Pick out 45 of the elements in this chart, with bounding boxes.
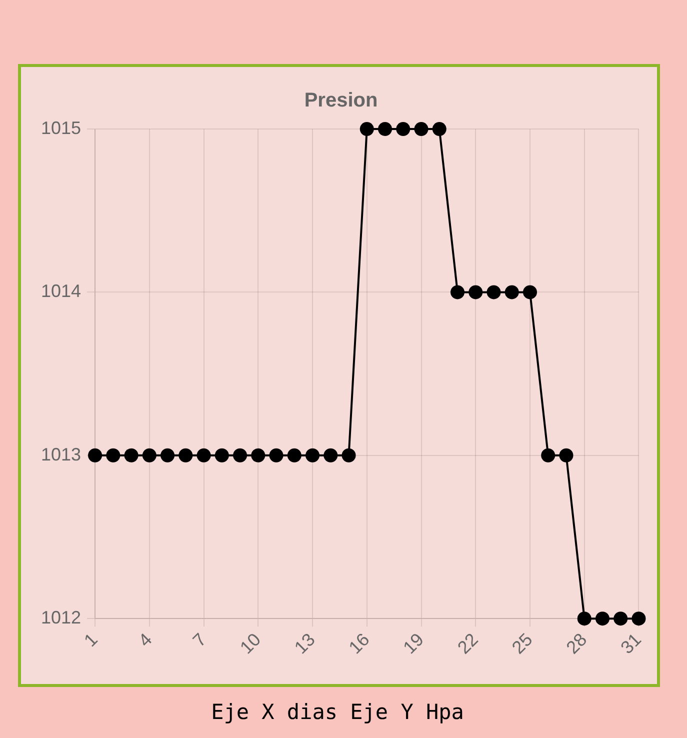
y-tick-label: 1014 <box>40 281 82 302</box>
point <box>432 122 446 136</box>
x-tick-label: 4 <box>134 629 156 651</box>
point <box>414 122 428 136</box>
point <box>233 448 248 462</box>
point <box>124 448 138 462</box>
point <box>106 448 120 462</box>
x-tick-label: 1 <box>80 629 102 651</box>
point <box>450 285 464 300</box>
y-tick-label: 1015 <box>40 118 82 138</box>
point <box>486 285 501 300</box>
point <box>396 122 410 136</box>
point <box>360 122 374 136</box>
point <box>468 285 483 300</box>
y-tick-label: 1012 <box>40 608 82 628</box>
x-tick-label: 7 <box>188 629 210 651</box>
x-tick-label: 25 <box>508 629 536 658</box>
point <box>342 448 356 462</box>
x-tick-label: 22 <box>454 629 482 658</box>
point <box>541 448 556 462</box>
point <box>196 448 211 462</box>
point <box>160 448 175 462</box>
x-tick-label: 13 <box>290 629 319 658</box>
point <box>614 612 628 626</box>
point <box>595 612 610 626</box>
point <box>306 448 320 462</box>
point <box>504 285 519 300</box>
text: Eje X dias Eje Y Hpa <box>210 700 465 724</box>
point <box>178 448 193 462</box>
point <box>287 448 302 462</box>
point <box>251 448 266 462</box>
x-tick-label: 31 <box>616 629 646 658</box>
point <box>324 448 338 462</box>
y-tick-label: 1013 <box>40 444 82 464</box>
x-tick-label: 16 <box>344 629 374 658</box>
point <box>522 285 537 300</box>
point <box>559 448 574 462</box>
x-tick-label: 28 <box>562 629 591 658</box>
chart-title: Presion <box>304 90 378 112</box>
x-tick-label: 19 <box>399 629 428 658</box>
point <box>378 122 392 136</box>
point <box>142 448 156 462</box>
point <box>214 448 229 462</box>
x-tick-label: 10 <box>236 629 264 658</box>
point <box>269 448 284 462</box>
